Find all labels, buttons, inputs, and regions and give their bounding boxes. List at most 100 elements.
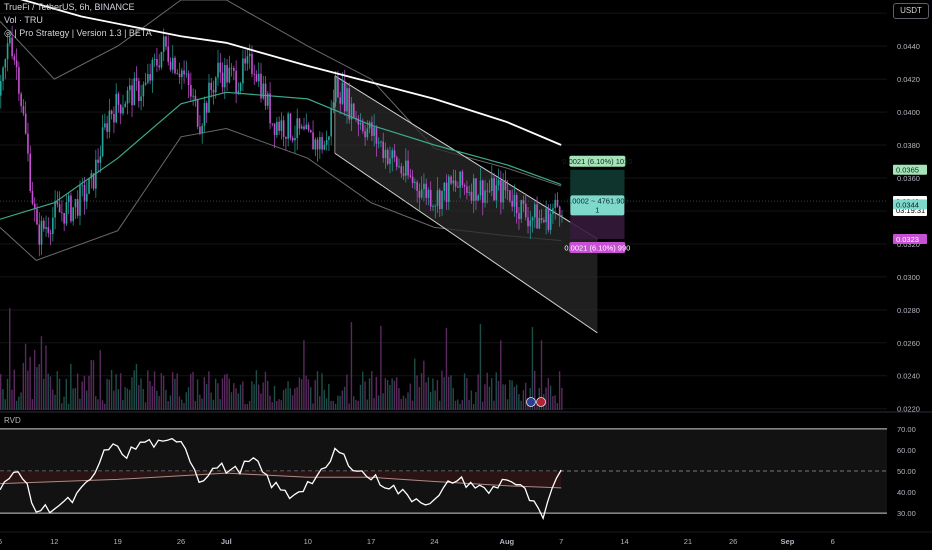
volume-legend[interactable]: Vol · TRU [4, 15, 43, 25]
candle-98 [221, 62, 224, 93]
volume-bar-237 [536, 403, 538, 410]
candle-body-111 [251, 53, 253, 74]
time-axis[interactable]: 6 12 19 26 Jul 10 17 24 Aug 7 14 21 26 Sep 6 [0, 531, 932, 546]
candle-body-178 [402, 173, 405, 176]
volume-bar-225 [509, 379, 511, 410]
candle-14 [31, 181, 34, 206]
candle-169 [382, 132, 385, 163]
candle-body-71 [160, 51, 163, 68]
volume-bar-30 [67, 403, 70, 410]
candle-223 [504, 170, 507, 199]
candle-body-222 [502, 180, 504, 203]
symbol-title[interactable]: TrueFi / TetherUS, 6h, BINANCE [4, 2, 135, 12]
candle-body-181 [409, 175, 412, 177]
sl-label: 0.0021 (6.10%) 990 [564, 243, 630, 252]
candle-body-207 [468, 191, 470, 193]
candle-body-2 [4, 59, 7, 68]
candle-body-180 [407, 160, 409, 176]
candle-70 [158, 53, 160, 71]
volume-bar-236 [534, 370, 536, 410]
candle-153 [346, 83, 348, 124]
candle-body-133 [300, 126, 303, 129]
candle-206 [466, 180, 468, 200]
volume-bar-94 [212, 399, 215, 410]
volume-bar-77 [174, 378, 176, 410]
volume-bar-228 [515, 384, 518, 410]
candle-body-248 [561, 215, 563, 216]
candle-40 [90, 170, 93, 189]
volume-bar-67 [151, 386, 154, 410]
candle-body-190 [429, 189, 432, 207]
sl-price-tag: 0.0323 [896, 235, 919, 244]
candle-body-161 [364, 131, 366, 138]
candle-201 [454, 170, 457, 193]
sl-label-box [569, 241, 626, 253]
strategy-legend[interactable]: ◎ | Pro Strategy | Version 1.3 | BETA [4, 28, 152, 38]
volume-bar-151 [341, 390, 344, 410]
candle-body-78 [176, 73, 179, 75]
volume-bar-178 [402, 395, 405, 410]
candle-0 [0, 74, 2, 109]
candle-131 [296, 108, 299, 151]
entry-price-tag-group: 0.0344 [893, 199, 927, 210]
candle-75 [169, 57, 172, 72]
volume-bar-177 [400, 398, 402, 410]
candle-body-101 [228, 67, 231, 83]
volume-bar-242 [547, 377, 549, 410]
candle-body-134 [303, 126, 305, 130]
candle-218 [493, 172, 495, 202]
candle-body-138 [312, 132, 314, 150]
time-tick-label-9: 7 [559, 537, 563, 546]
volume-bar-220 [497, 380, 500, 410]
candle-body-40 [90, 173, 93, 179]
price-axis[interactable]: 0.04600.04400.04200.04000.03800.03600.03… [893, 9, 927, 414]
volume-bar-212 [479, 324, 482, 410]
candle-122 [276, 116, 278, 138]
candle-161 [364, 124, 366, 146]
candle-115 [260, 62, 262, 103]
candle-167 [377, 137, 380, 149]
volume-bar-247 [558, 371, 561, 410]
price-tick-label-8: 0.0300 [897, 273, 920, 282]
rvd-oscillator-pane[interactable]: 70.00 60.00 50.00 40.00 30.00 [0, 411, 932, 521]
volume-bar-130 [294, 388, 296, 410]
price-tick-label-2: 0.0420 [897, 75, 920, 84]
volume-bar-41 [92, 360, 95, 410]
candle-body-126 [285, 136, 287, 139]
volume-bar-170 [384, 378, 387, 410]
volume-bar-197 [445, 328, 448, 410]
candle-body-233 [527, 217, 529, 227]
candle-body-139 [314, 139, 317, 150]
currency-button[interactable]: USDT [893, 3, 929, 19]
candle-128 [289, 112, 292, 141]
volume-bar-64 [144, 402, 147, 410]
candle-202 [457, 181, 459, 188]
candle-body-46 [104, 123, 106, 128]
candle-body-39 [88, 178, 90, 194]
candle-body-132 [298, 118, 301, 129]
candle-64 [144, 72, 147, 86]
volume-bar-90 [203, 377, 206, 410]
candle-135 [305, 113, 308, 130]
price-tick-label-12: 0.0220 [897, 405, 920, 414]
volume-bar-198 [448, 376, 450, 410]
candle-body-189 [427, 189, 430, 198]
candle-233 [527, 207, 529, 234]
candle-229 [518, 207, 520, 230]
volume-bar-147 [332, 400, 335, 410]
long-position-tool[interactable]: 0.0021 (6.10%) 1010 0.0021 (6.10%) 990 0.0… [526, 155, 633, 407]
candle-18 [40, 215, 43, 256]
oscillator-name[interactable]: RVD [4, 416, 21, 425]
volume-bar-116 [262, 382, 264, 410]
candle-body-66 [149, 74, 151, 81]
candle-65 [147, 63, 149, 85]
candle-body-86 [194, 95, 197, 101]
volume-bar-221 [500, 340, 502, 410]
candle-23 [52, 206, 54, 242]
candle-body-206 [466, 186, 468, 193]
candle-123 [278, 116, 280, 135]
candle-226 [511, 189, 513, 212]
volume-bar-152 [343, 386, 346, 410]
candle-35 [79, 180, 81, 226]
